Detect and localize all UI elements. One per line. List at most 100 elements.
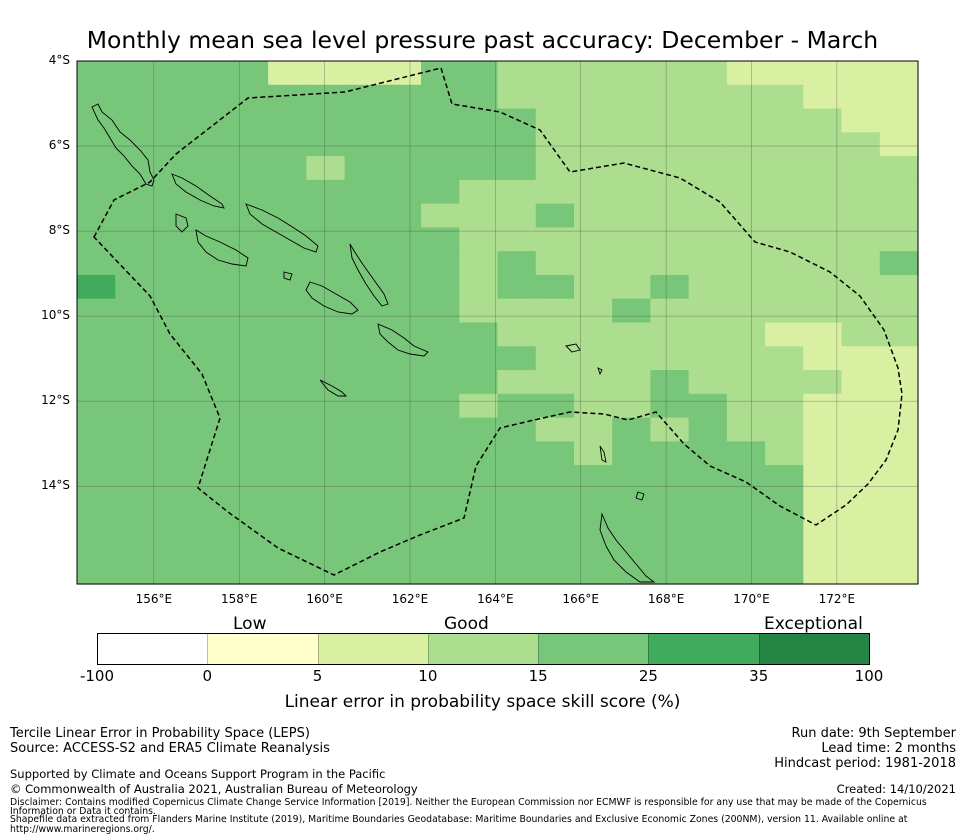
skill-cell <box>726 61 766 86</box>
skill-cell <box>650 274 690 300</box>
island-santa-isabel <box>245 203 319 253</box>
skill-cell <box>153 108 193 133</box>
skill-cell <box>77 488 116 514</box>
island-choiseul <box>171 173 225 209</box>
skill-cell <box>688 61 728 86</box>
island-small-4 <box>599 445 607 463</box>
longitude-label: 164°E <box>477 592 514 606</box>
skill-cell <box>535 274 575 300</box>
skill-cell <box>879 346 919 371</box>
skill-cell <box>612 251 652 276</box>
skill-cell <box>306 488 346 514</box>
skill-cell <box>535 203 575 229</box>
skill-cell <box>765 84 804 110</box>
skill-cell <box>382 393 422 419</box>
skill-cell <box>421 560 460 585</box>
skill-cell <box>497 346 537 371</box>
skill-cell <box>268 512 307 538</box>
island-guadalcanal <box>195 229 249 267</box>
latitude-label: 6°S <box>48 138 70 153</box>
skill-cell <box>344 108 384 133</box>
skill-cell <box>803 393 843 419</box>
skill-cell <box>268 370 307 395</box>
skill-cell <box>765 251 804 276</box>
skill-cell <box>115 227 155 252</box>
skill-cell <box>115 203 155 229</box>
skill-cell <box>688 132 728 157</box>
skill-cell <box>726 346 766 371</box>
skill-cell <box>268 322 307 347</box>
category-exceptional: Exceptional <box>764 614 863 634</box>
colorbar-tick-label: 100 <box>854 667 884 685</box>
skill-cell <box>688 203 728 229</box>
skill-cell <box>77 465 116 490</box>
skill-cell <box>841 84 881 110</box>
skill-cell <box>191 84 231 110</box>
skill-cell <box>803 370 843 395</box>
skill-cell <box>535 108 575 133</box>
skill-cell <box>573 274 613 300</box>
skill-cell <box>765 203 804 229</box>
skill-cell <box>153 84 193 110</box>
skill-cell <box>688 393 728 419</box>
skill-cell <box>229 346 269 371</box>
skill-cell <box>344 536 384 561</box>
skill-cell <box>841 227 881 252</box>
skill-cell <box>612 512 652 538</box>
skill-cell <box>612 322 652 347</box>
skill-cell <box>191 536 231 561</box>
skill-cell <box>115 274 155 300</box>
skill-cell <box>382 560 422 585</box>
skill-cell <box>726 536 766 561</box>
latitude-label: 12°S <box>41 393 70 408</box>
island-new-georgia <box>175 213 189 233</box>
skill-cell <box>459 488 499 514</box>
skill-cell <box>573 393 613 419</box>
colorbar-divider <box>207 633 209 664</box>
skill-cell <box>650 512 690 538</box>
skill-cell <box>459 512 499 538</box>
skill-cell <box>268 346 307 371</box>
skill-cell <box>726 156 766 181</box>
island-new-caledonia <box>599 512 656 583</box>
skill-cell <box>688 298 728 324</box>
skill-cell <box>726 417 766 442</box>
skill-cell <box>382 512 422 538</box>
skill-cell <box>191 156 231 181</box>
island-espiritu-santo <box>377 323 429 357</box>
skill-cell <box>765 536 804 561</box>
colorbar-segment <box>427 633 539 664</box>
skill-cell <box>650 298 690 324</box>
skill-cell <box>726 108 766 133</box>
skill-cell <box>344 465 384 490</box>
island-small-2 <box>597 367 603 376</box>
skill-cell <box>344 84 384 110</box>
skill-cell <box>268 108 307 133</box>
skill-cell <box>268 488 307 514</box>
skill-cell <box>382 108 422 133</box>
skill-cell <box>726 322 766 347</box>
skill-cell <box>115 322 155 347</box>
skill-cell <box>765 179 804 205</box>
island-small-3 <box>635 491 645 501</box>
skill-cell <box>765 132 804 157</box>
skill-cell <box>344 322 384 347</box>
skill-cell <box>497 512 537 538</box>
skill-cell <box>688 417 728 442</box>
skill-cell <box>841 417 881 442</box>
skill-cell <box>726 298 766 324</box>
skill-cell <box>879 84 919 110</box>
map-frame <box>76 60 919 585</box>
skill-cell <box>191 370 231 395</box>
skill-cell <box>77 560 116 585</box>
skill-cell <box>191 560 231 585</box>
skill-cell <box>382 179 422 205</box>
skill-cell <box>115 417 155 442</box>
skill-cell <box>688 108 728 133</box>
skill-cell <box>77 84 116 110</box>
skill-cell <box>306 393 346 419</box>
skill-cell <box>841 488 881 514</box>
skill-cell <box>229 251 269 276</box>
skill-cell <box>879 560 919 585</box>
skill-cell <box>612 393 652 419</box>
